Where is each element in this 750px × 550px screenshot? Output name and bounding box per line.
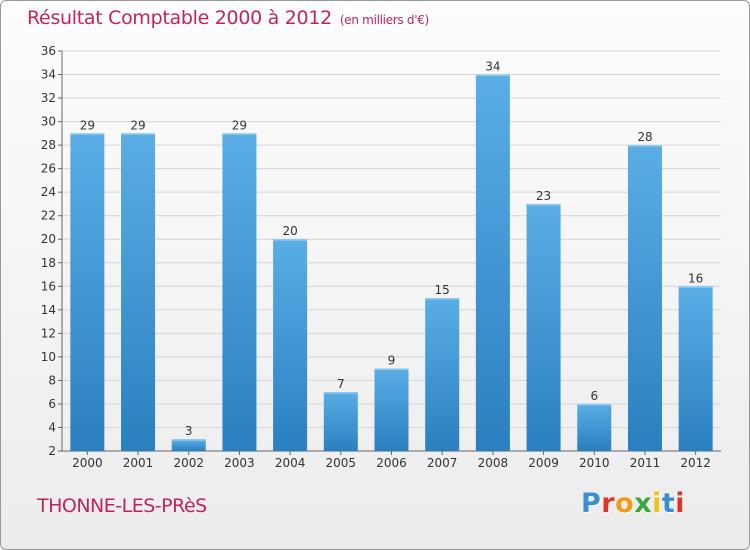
bar [627,145,662,451]
bar [273,239,308,451]
bar-highlight [425,298,460,300]
bars [70,74,713,451]
bar [425,298,460,451]
bar [70,133,105,451]
bar-value-label: 9 [388,354,396,368]
bar-highlight [577,403,612,406]
bar-highlight [323,392,358,394]
bar [171,439,206,451]
bar-value-label: 3 [185,424,193,438]
y-tick-label: 30 [41,115,56,129]
y-tick-label: 12 [41,326,56,340]
y-tick-label: 20 [41,232,56,246]
x-tick-label: 2001 [123,456,154,470]
y-tick-label: 14 [41,303,56,317]
bar-highlight [171,439,206,441]
x-tick-label: 2000 [72,456,103,470]
bar-value-label: 29 [80,118,95,132]
bar-value-label: 23 [536,189,551,203]
bar-highlight [273,239,308,241]
bar-value-label: 16 [688,271,703,285]
x-tick-label: 2004 [275,456,306,470]
x-tick-label: 2010 [579,456,610,470]
x-tick-label: 2002 [173,456,204,470]
bar [323,392,358,451]
bar-highlight [121,133,156,135]
bar-highlight [627,145,662,147]
bar-highlight [70,133,105,135]
labels: 2468101214161820222426283032343629200029… [41,44,711,470]
bar-value-label: 29 [232,118,247,132]
bar [121,133,156,451]
x-tick-label: 2003 [224,456,255,470]
x-tick-label: 2009 [528,456,559,470]
bar-value-label: 15 [435,283,450,297]
bar [222,133,257,451]
bar-value-label: 28 [637,130,652,144]
bar [374,368,409,451]
chart-title: Résultat Comptable 2000 à 2012 (en millie… [27,7,429,29]
bar-value-label: 34 [485,60,500,74]
y-tick-label: 18 [41,256,56,270]
y-tick-label: 8 [48,373,56,387]
y-tick-label: 36 [41,44,56,58]
bar-highlight [526,203,561,206]
bar-value-label: 20 [282,224,297,238]
bar [475,74,510,451]
x-tick-label: 2005 [326,456,357,470]
bar-highlight [475,74,510,77]
bar [678,286,713,451]
bar [526,203,561,451]
proxiti-logo: Proxiti [581,488,686,519]
y-tick-label: 32 [41,91,56,105]
y-tick-label: 22 [41,209,56,223]
x-tick-label: 2012 [680,456,711,470]
y-tick-label: 2 [48,444,56,458]
bar-highlight [222,133,257,135]
chart-unit: (en milliers d'€) [339,13,429,27]
bar-value-label: 29 [130,118,145,132]
x-tick-label: 2006 [376,456,407,470]
x-tick-label: 2011 [630,456,661,470]
y-tick-label: 24 [41,185,56,199]
y-tick-label: 28 [41,138,56,152]
bar [577,403,612,451]
x-tick-label: 2007 [427,456,458,470]
y-tick-label: 34 [41,68,56,82]
chart-title-text: Résultat Comptable 2000 à 2012 [27,7,332,29]
bar-value-label: 6 [590,389,598,403]
x-tick-label: 2008 [478,456,509,470]
bar-highlight [374,368,409,371]
bar-value-label: 7 [337,377,345,391]
y-tick-label: 26 [41,162,56,176]
y-tick-label: 4 [48,420,56,434]
y-tick-label: 10 [41,350,56,364]
bar-highlight [678,286,713,288]
y-tick-label: 6 [48,397,56,411]
city-name: THONNE-LES-PRèS [37,495,207,517]
y-tick-label: 16 [41,279,56,293]
